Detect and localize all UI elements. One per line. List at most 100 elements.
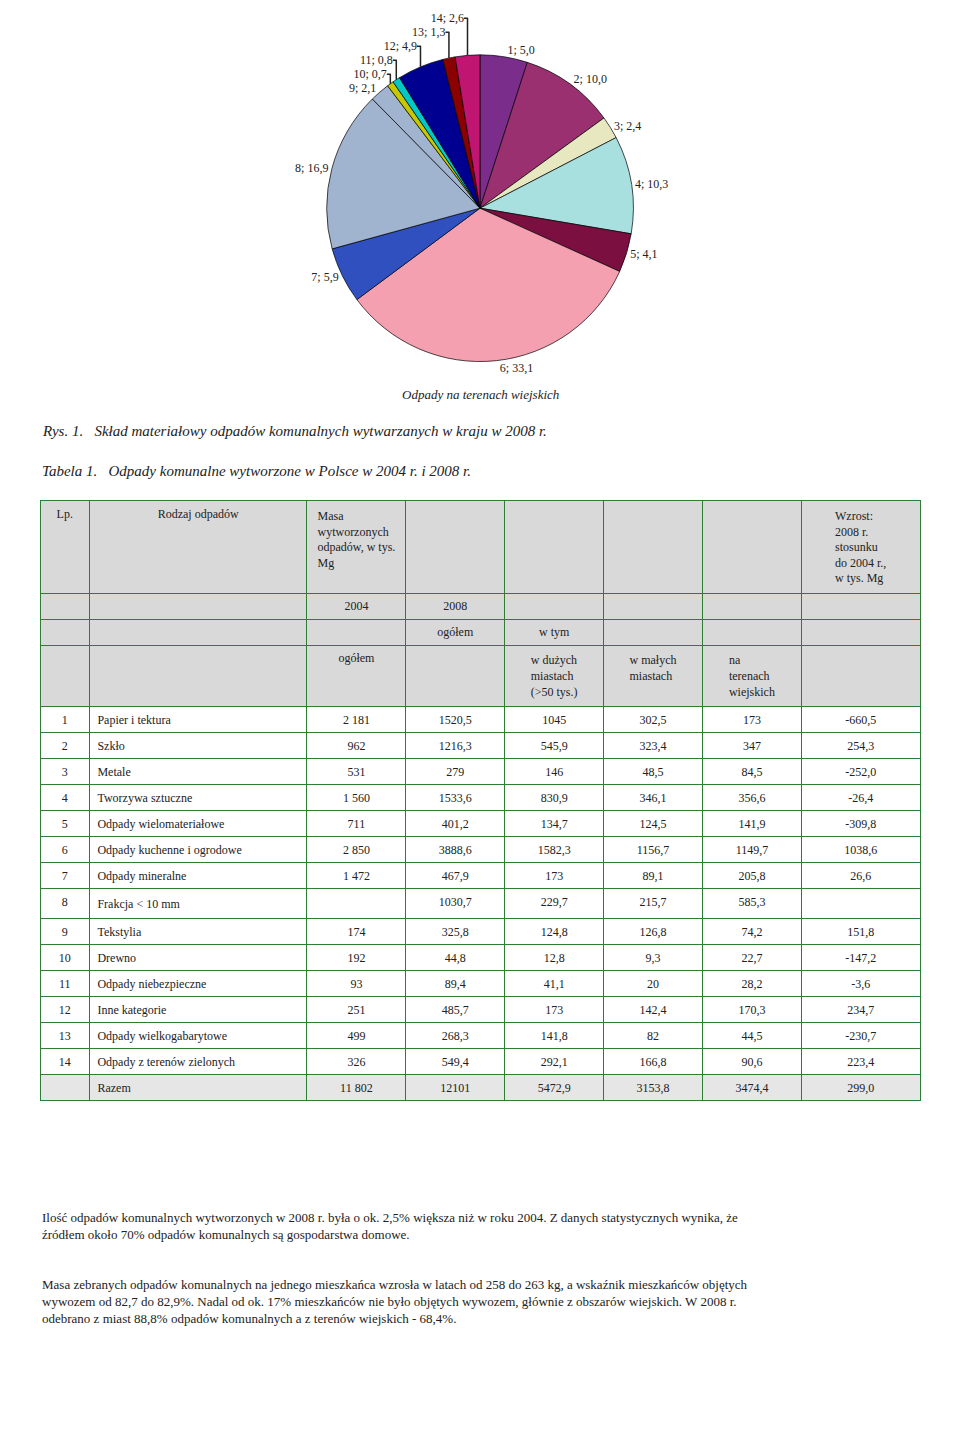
svg-text:ogółem: ogółem — [338, 651, 375, 665]
svg-text:naterenachwiejskich: naterenachwiejskich — [729, 653, 775, 698]
svg-text:w małychmiastach: w małychmiastach — [630, 653, 677, 683]
svg-text:223,4: 223,4 — [847, 1055, 874, 1069]
svg-text:2 181: 2 181 — [343, 713, 370, 727]
svg-text:545,9: 545,9 — [541, 739, 568, 753]
svg-text:3; 2,4: 3; 2,4 — [614, 119, 641, 133]
svg-text:12; 4,9: 12; 4,9 — [384, 39, 417, 53]
svg-text:2 850: 2 850 — [343, 843, 370, 857]
svg-text:2; 10,0: 2; 10,0 — [574, 72, 607, 86]
svg-text:12,8: 12,8 — [544, 951, 565, 965]
svg-text:41,1: 41,1 — [544, 977, 565, 991]
svg-text:Tabela 1. Odpady komunalne w: Tabela 1. Odpady komunalne wytworzone w … — [42, 463, 471, 479]
svg-text:268,3: 268,3 — [442, 1029, 469, 1043]
svg-text:126,8: 126,8 — [640, 925, 667, 939]
svg-text:-660,5: -660,5 — [845, 713, 876, 727]
svg-text:93: 93 — [350, 977, 362, 991]
svg-text:5: 5 — [62, 817, 68, 831]
svg-text:82: 82 — [647, 1029, 659, 1043]
svg-text:8: 8 — [62, 895, 68, 909]
svg-text:7: 7 — [62, 869, 68, 883]
svg-text:326: 326 — [347, 1055, 365, 1069]
svg-text:13: 13 — [59, 1029, 71, 1043]
svg-text:499: 499 — [347, 1029, 365, 1043]
svg-text:6; 33,1: 6; 33,1 — [500, 361, 533, 375]
svg-text:8; 16,9: 8; 16,9 — [295, 161, 328, 175]
svg-text:7; 5,9: 7; 5,9 — [311, 270, 338, 284]
svg-text:485,7: 485,7 — [442, 1003, 469, 1017]
svg-text:-3,6: -3,6 — [851, 977, 870, 991]
svg-text:6: 6 — [62, 843, 68, 857]
svg-text:44,8: 44,8 — [445, 951, 466, 965]
svg-text:299,0: 299,0 — [847, 1081, 874, 1095]
svg-text:11: 11 — [59, 977, 71, 991]
svg-text:4; 10,3: 4; 10,3 — [635, 177, 668, 191]
svg-text:1; 5,0: 1; 5,0 — [507, 43, 534, 57]
svg-text:166,8: 166,8 — [640, 1055, 667, 1069]
svg-text:205,8: 205,8 — [738, 869, 765, 883]
svg-text:13; 1,3: 13; 1,3 — [412, 25, 445, 39]
svg-text:14: 14 — [59, 1055, 71, 1069]
svg-text:5; 4,1: 5; 4,1 — [630, 247, 657, 261]
svg-text:325,8: 325,8 — [442, 925, 469, 939]
svg-text:711: 711 — [348, 817, 366, 831]
svg-text:Odpady wielkogabarytowe: Odpady wielkogabarytowe — [97, 1029, 227, 1043]
svg-text:-309,8: -309,8 — [845, 817, 876, 831]
svg-text:356,6: 356,6 — [738, 791, 765, 805]
svg-text:234,7: 234,7 — [847, 1003, 874, 1017]
svg-text:11 802: 11 802 — [340, 1081, 373, 1095]
svg-text:5472,9: 5472,9 — [538, 1081, 571, 1095]
svg-text:146: 146 — [545, 765, 563, 779]
svg-text:174: 174 — [347, 925, 365, 939]
svg-text:12101: 12101 — [440, 1081, 470, 1095]
svg-text:89,1: 89,1 — [643, 869, 664, 883]
svg-text:1520,5: 1520,5 — [439, 713, 472, 727]
svg-text:1582,3: 1582,3 — [538, 843, 571, 857]
svg-text:1 560: 1 560 — [343, 791, 370, 805]
svg-text:1030,7: 1030,7 — [439, 895, 472, 909]
svg-text:134,7: 134,7 — [541, 817, 568, 831]
svg-text:Rodzaj odpadów: Rodzaj odpadów — [158, 507, 239, 521]
svg-text:Szkło: Szkło — [97, 739, 124, 753]
svg-text:302,5: 302,5 — [640, 713, 667, 727]
svg-text:151,8: 151,8 — [847, 925, 874, 939]
svg-text:141,9: 141,9 — [738, 817, 765, 831]
svg-text:Odpady kuchenne i ogrodowe: Odpady kuchenne i ogrodowe — [97, 843, 241, 857]
svg-text:1 472: 1 472 — [343, 869, 370, 883]
svg-text:Rys. 1. Skład materiałowy od: Rys. 1. Skład materiałowy odpadów komuna… — [42, 423, 547, 439]
svg-text:2: 2 — [62, 739, 68, 753]
svg-text:22,7: 22,7 — [741, 951, 762, 965]
svg-text:28,2: 28,2 — [741, 977, 762, 991]
svg-text:124,5: 124,5 — [640, 817, 667, 831]
svg-text:215,7: 215,7 — [640, 895, 667, 909]
svg-text:12: 12 — [59, 1003, 71, 1017]
svg-text:Razem: Razem — [97, 1081, 131, 1095]
svg-text:192: 192 — [347, 951, 365, 965]
svg-text:3: 3 — [62, 765, 68, 779]
svg-text:89,4: 89,4 — [445, 977, 466, 991]
svg-text:1: 1 — [62, 713, 68, 727]
svg-text:84,5: 84,5 — [741, 765, 762, 779]
svg-text:254,3: 254,3 — [847, 739, 874, 753]
svg-text:531: 531 — [347, 765, 365, 779]
svg-text:74,2: 74,2 — [741, 925, 762, 939]
svg-text:9: 9 — [62, 925, 68, 939]
svg-text:292,1: 292,1 — [541, 1055, 568, 1069]
svg-text:-26,4: -26,4 — [848, 791, 873, 805]
svg-text:173: 173 — [545, 1003, 563, 1017]
svg-text:3153,8: 3153,8 — [637, 1081, 670, 1095]
svg-text:Wzrost:2008 r.stosunkudo 2004: Wzrost:2008 r.stosunkudo 2004 r.,w tys. … — [835, 509, 886, 585]
svg-text:-147,2: -147,2 — [845, 951, 876, 965]
svg-text:1149,7: 1149,7 — [736, 843, 769, 857]
svg-text:173: 173 — [545, 869, 563, 883]
svg-text:3474,4: 3474,4 — [735, 1081, 768, 1095]
svg-text:141,8: 141,8 — [541, 1029, 568, 1043]
svg-text:124,8: 124,8 — [541, 925, 568, 939]
svg-text:9; 2,1: 9; 2,1 — [349, 81, 376, 95]
svg-text:1045: 1045 — [542, 713, 566, 727]
svg-text:323,4: 323,4 — [640, 739, 667, 753]
svg-text:Odpady wielomateriałowe: Odpady wielomateriałowe — [97, 817, 224, 831]
svg-text:142,4: 142,4 — [640, 1003, 667, 1017]
svg-text:347: 347 — [743, 739, 761, 753]
svg-text:-252,0: -252,0 — [845, 765, 876, 779]
svg-text:1216,3: 1216,3 — [439, 739, 472, 753]
